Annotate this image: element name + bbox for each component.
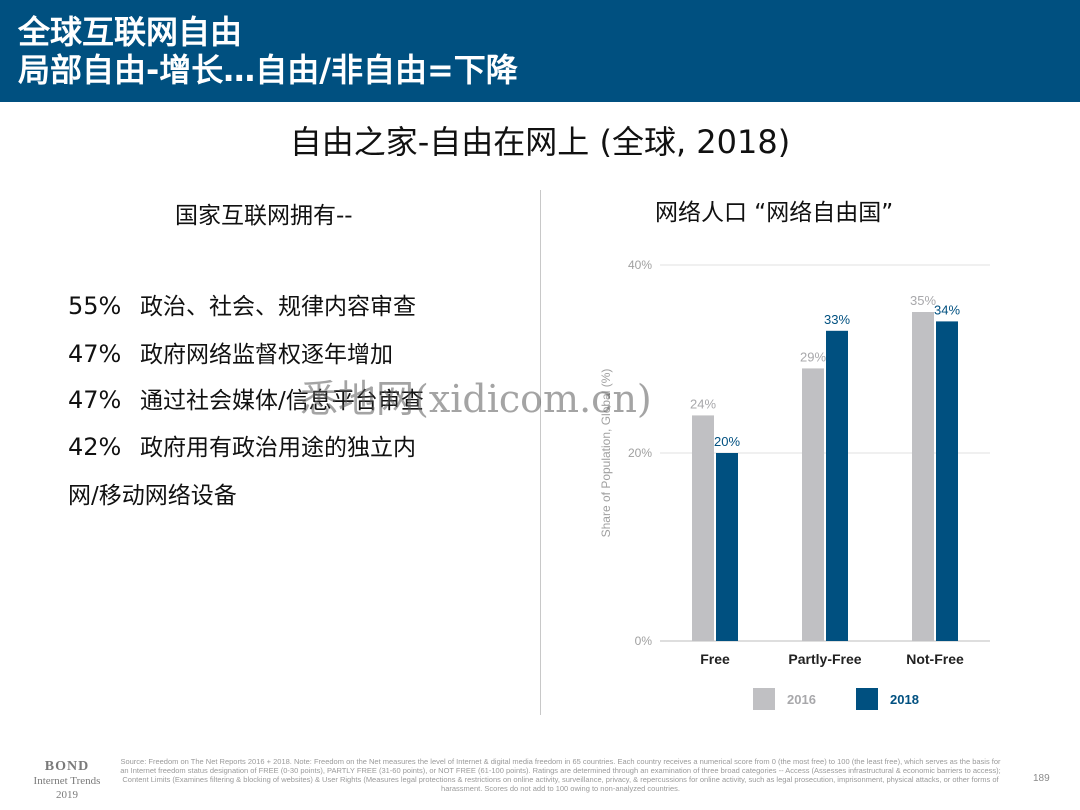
chart-heading: 网络人口 “网络自由国” bbox=[655, 200, 894, 226]
header-banner: 全球互联网自由 局部自由-增长…自由/非自由=下降 bbox=[0, 0, 1080, 102]
y-axis-label: Share of Population, Global (%) bbox=[599, 369, 613, 538]
data-label: 33% bbox=[824, 312, 850, 327]
slide-subtitle: 局部自由-增长…自由/非自由=下降 bbox=[18, 51, 518, 89]
stat-text: 政府用有政治用途的独立内 bbox=[140, 435, 416, 461]
stat-text: 政治、社会、规律内容审查 bbox=[140, 294, 416, 320]
stat-text: 通过社会媒体/信息平台审查 bbox=[140, 388, 424, 414]
page-number: 189 bbox=[1033, 773, 1050, 784]
data-label: 35% bbox=[910, 293, 936, 308]
x-tick-label: Free bbox=[700, 651, 730, 667]
logo-year: 2019 bbox=[56, 789, 78, 801]
logo-brand: BOND bbox=[44, 759, 90, 774]
stat-item: 47% 通过社会媒体/信息平台审查 bbox=[68, 381, 424, 415]
data-label: 34% bbox=[934, 302, 960, 317]
slide-title: 全球互联网自由 bbox=[18, 13, 243, 51]
source-note: Source: Freedom on The Net Reports 2016 … bbox=[120, 757, 1001, 793]
x-tick-label: Partly-Free bbox=[788, 651, 861, 667]
watermark: 悉地网(xidicom.cn) bbox=[300, 377, 652, 421]
bar-2018 bbox=[936, 321, 958, 641]
bar-2018 bbox=[716, 453, 738, 641]
left-heading: 国家互联网拥有-- bbox=[175, 203, 353, 229]
data-label: 24% bbox=[690, 396, 716, 411]
bar-2018 bbox=[826, 330, 848, 641]
bar-2016 bbox=[912, 312, 934, 641]
data-label: 29% bbox=[800, 349, 826, 364]
legend-swatch-2016 bbox=[753, 688, 775, 710]
column-divider bbox=[540, 190, 541, 715]
y-tick-label: 20% bbox=[628, 446, 652, 460]
x-tick-label: Not-Free bbox=[906, 651, 964, 667]
legend-swatch-2018 bbox=[856, 688, 878, 710]
stat-item: 47% 政府网络监督权逐年增加 bbox=[68, 335, 393, 369]
section-title: 自由之家-自由在网上 (全球, 2018) bbox=[289, 123, 791, 161]
stat-percent: 55% bbox=[68, 292, 122, 320]
legend-label: 2016 bbox=[787, 692, 816, 707]
y-tick-label: 40% bbox=[628, 258, 652, 272]
logo-subtitle: Internet Trends bbox=[33, 775, 101, 787]
data-label: 20% bbox=[714, 434, 740, 449]
stat-percent: 47% bbox=[68, 386, 122, 414]
bond-logo: BOND Internet Trends 2019 bbox=[22, 760, 112, 802]
stat-percent: 42% bbox=[68, 433, 122, 461]
bar-2016 bbox=[692, 415, 714, 641]
stat-text: 政府网络监督权逐年增加 bbox=[140, 342, 393, 368]
bar-chart: 0% 20% 40% Share of Population, Global (%) 2… bbox=[599, 258, 990, 710]
bar-2016 bbox=[802, 368, 824, 641]
stat-item: 42% 政府用有政治用途的独立内 bbox=[68, 428, 416, 462]
stat-percent: 47% bbox=[68, 340, 122, 368]
y-tick-label: 0% bbox=[635, 634, 653, 648]
legend-label: 2018 bbox=[890, 692, 919, 707]
stat-text-continuation: 网/移动网络设备 bbox=[68, 483, 237, 509]
stat-item: 55% 政治、社会、规律内容审查 bbox=[68, 287, 416, 321]
